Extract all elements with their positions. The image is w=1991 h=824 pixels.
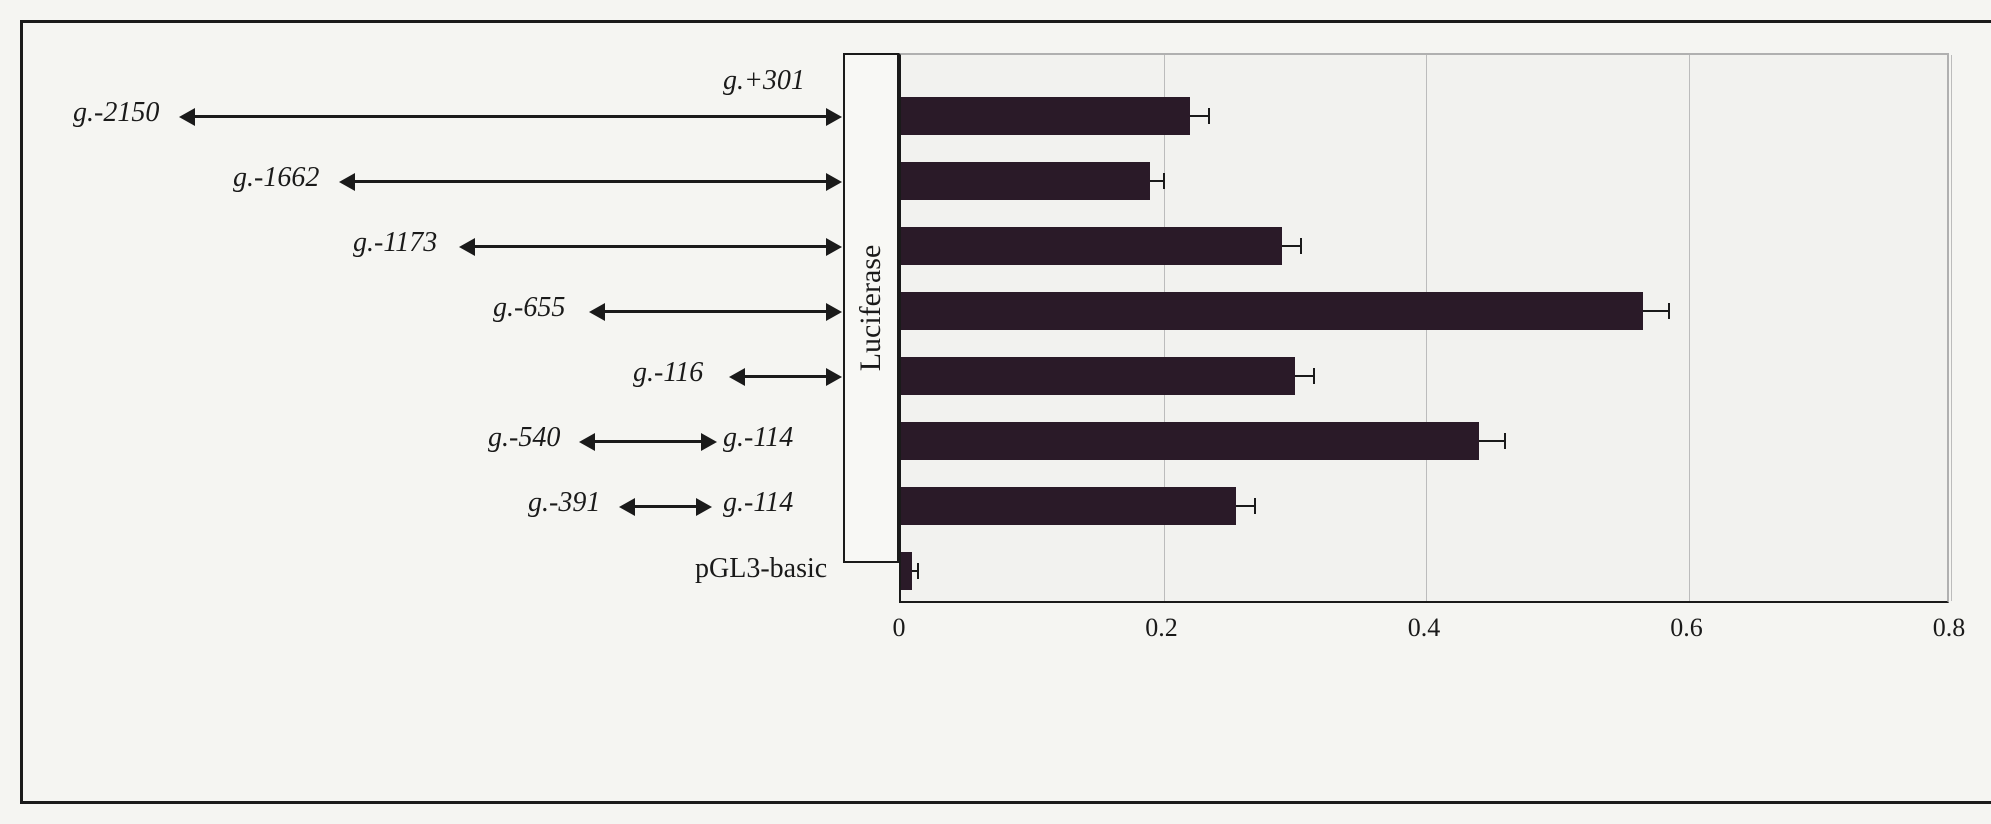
error-bar: [1479, 440, 1505, 442]
construct-arrow: [193, 115, 828, 118]
chart-panel: 00.20.40.60.8: [899, 53, 1958, 771]
error-cap: [1300, 238, 1302, 254]
construct-arrow: [633, 505, 698, 508]
bar: [901, 422, 1479, 460]
content-area: g.+301 g.-2150g.-1662g.-1173g.-655g.-116…: [73, 53, 1958, 771]
construct-row: g.-2150: [73, 93, 843, 153]
x-tick-label: 0.8: [1933, 613, 1966, 643]
construct-right-label: g.-114: [723, 422, 793, 454]
luciferase-box: Luciferase: [843, 53, 899, 563]
bar: [901, 227, 1282, 265]
construct-left-label: g.-540: [488, 422, 560, 454]
construct-right-label: g.-114: [723, 487, 793, 519]
constructs-panel: g.+301 g.-2150g.-1662g.-1173g.-655g.-116…: [73, 53, 843, 771]
construct-left-label: g.-2150: [73, 97, 159, 129]
construct-row: g.-391 g.-114: [73, 483, 843, 543]
construct-row: g.-1173: [73, 223, 843, 283]
error-cap: [1668, 303, 1670, 319]
bar: [901, 552, 912, 590]
construct-row: g.-116: [73, 353, 843, 413]
error-cap: [917, 563, 919, 579]
construct-left-label: g.-1662: [233, 162, 319, 194]
construct-arrow: [473, 245, 828, 248]
x-tick-label: 0.2: [1145, 613, 1178, 643]
error-bar: [1236, 505, 1256, 507]
construct-left-label: g.-655: [493, 292, 565, 324]
bar: [901, 487, 1236, 525]
construct-row: g.-1662: [73, 158, 843, 218]
construct-row: g.-655: [73, 288, 843, 348]
error-bar: [1295, 375, 1315, 377]
error-cap: [1208, 108, 1210, 124]
error-cap: [1313, 368, 1315, 384]
error-cap: [1254, 498, 1256, 514]
x-tick-label: 0: [893, 613, 906, 643]
error-bar: [1190, 115, 1210, 117]
construct-arrow: [593, 440, 703, 443]
x-tick-label: 0.4: [1408, 613, 1441, 643]
construct-arrow: [603, 310, 828, 313]
plot-area: [899, 53, 1949, 603]
luciferase-label: Luciferase: [854, 245, 888, 372]
bar: [901, 162, 1150, 200]
construct-row: g.-540 g.-114: [73, 418, 843, 478]
construct-left-label: g.-391: [528, 487, 600, 519]
construct-arrow: [743, 375, 828, 378]
bar: [901, 97, 1190, 135]
gridline: [1951, 55, 1952, 601]
error-cap: [1163, 173, 1165, 189]
pgl3-basic-label: pGL3-basic: [695, 553, 827, 585]
error-bar: [1282, 245, 1302, 247]
construct-left-label: g.-116: [633, 357, 703, 389]
x-tick-label: 0.6: [1670, 613, 1703, 643]
bar: [901, 357, 1295, 395]
gridline: [1689, 55, 1690, 601]
bar: [901, 292, 1643, 330]
construct-arrow: [353, 180, 828, 183]
construct-left-label: g.-1173: [353, 227, 437, 259]
error-cap: [1504, 433, 1506, 449]
error-bar: [1643, 310, 1669, 312]
figure-frame: g.+301 g.-2150g.-1662g.-1173g.-655g.-116…: [20, 20, 1991, 804]
